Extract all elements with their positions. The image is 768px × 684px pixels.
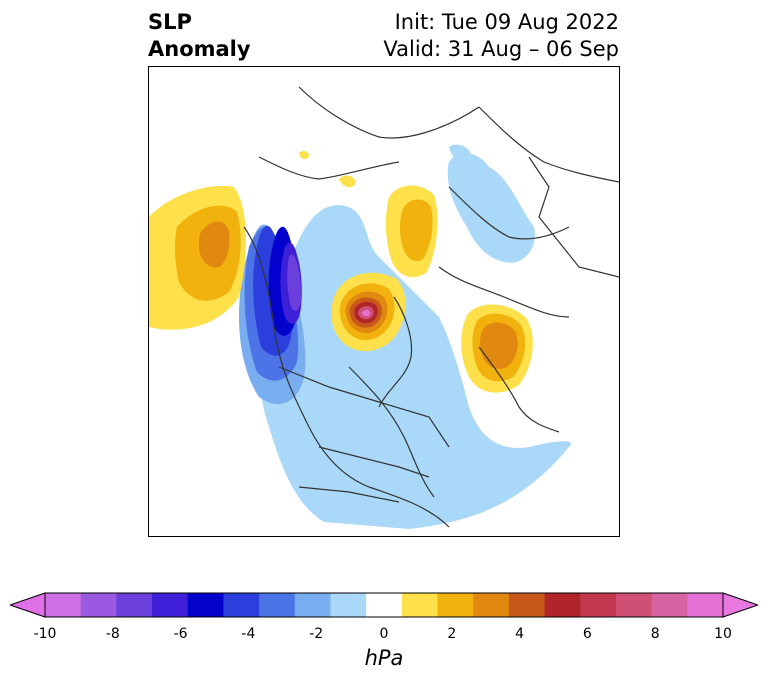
anomaly-contour-neg-1 (258, 205, 571, 530)
colorbar-tick-label: 8 (650, 626, 660, 642)
colorbar-segment (152, 593, 189, 617)
anomaly-contour-pos-3 (199, 221, 230, 268)
colorbar-segment (259, 593, 296, 617)
map-canvas (149, 86, 619, 530)
colorbar-segment (116, 593, 153, 617)
colorbar-segment (80, 593, 117, 617)
colorbar-segment (401, 593, 439, 617)
init-date: Init: Tue 09 Aug 2022 (394, 10, 619, 34)
colorbar-tick-label: 10 (714, 626, 732, 642)
colorbar-unit-label: hPa (364, 646, 404, 670)
colorbar-segment (294, 593, 331, 617)
anomaly-contour-pos-17 (480, 322, 518, 369)
colorbar-segment (187, 593, 224, 617)
colorbar-under-arrow (10, 592, 46, 618)
colorbar-segment (437, 593, 474, 617)
slp-anomaly-map (148, 66, 620, 537)
anomaly-contour-pos-14 (299, 150, 309, 160)
colorbar-segment (508, 593, 546, 617)
colorbar (10, 592, 758, 618)
colorbar-tick-label: 0 (379, 626, 389, 642)
colorbar-segment (544, 593, 581, 617)
colorbar-segment (223, 593, 260, 617)
colorbar-segment (615, 593, 653, 617)
colorbar-tick-label: -6 (173, 626, 188, 642)
colorbar-segment (687, 593, 724, 617)
coastlines (243, 86, 619, 528)
anomaly-contour-neg-1c (449, 144, 471, 163)
colorbar-segment (330, 593, 367, 617)
map-title: SLP Anomaly (148, 9, 251, 63)
colorbar-segment (473, 593, 510, 617)
anomaly-contour-neg-1b (447, 152, 535, 263)
colorbar-tick-label: 2 (447, 626, 457, 642)
colorbar-tick-label: 4 (515, 626, 525, 642)
date-info: Init: Tue 09 Aug 2022 Valid: 31 Aug – 06… (383, 9, 619, 63)
colorbar-tick-label: -4 (241, 626, 256, 642)
anomaly-contour-pos-12 (399, 199, 433, 262)
colorbar-tick-label: -8 (105, 626, 120, 642)
colorbar-tick-label: -2 (309, 626, 324, 642)
colorbar-tick-label: 6 (582, 626, 592, 642)
anomaly-contour-pos-10 (362, 309, 371, 317)
colorbar-tick-label: -10 (33, 626, 57, 642)
colorbar-segment (45, 593, 82, 617)
valid-range: Valid: 31 Aug – 06 Sep (383, 37, 619, 61)
colorbar-over-arrow (722, 592, 758, 618)
colorbar-segment (580, 593, 617, 617)
anomaly-contour-pos-13 (339, 175, 356, 188)
title-line-2: Anomaly (148, 37, 251, 61)
colorbar-segment (366, 593, 403, 617)
anomaly-contour-neg-7 (287, 254, 301, 311)
colorbar-outline (44, 592, 724, 618)
title-line-1: SLP (148, 10, 192, 34)
colorbar-segment (651, 593, 688, 617)
